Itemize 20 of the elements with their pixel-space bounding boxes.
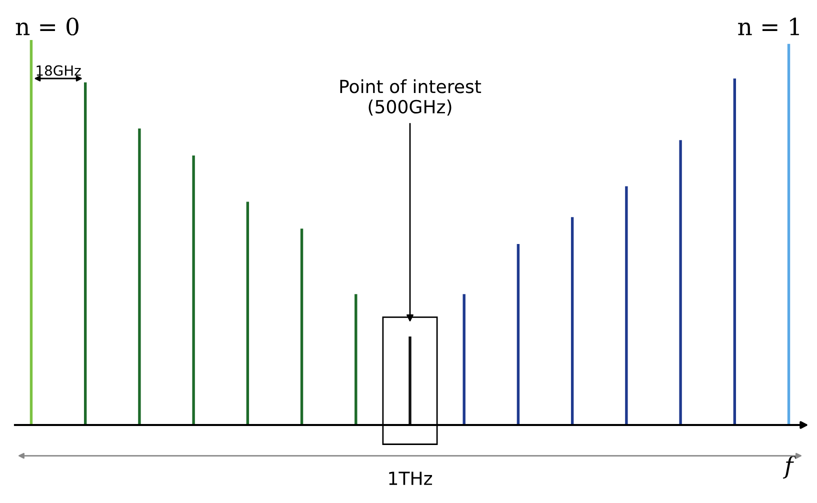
- bar: [138, 128, 141, 425]
- annotation: 18GHz: [36, 65, 81, 76]
- bar: [787, 44, 790, 425]
- bar: [570, 217, 574, 425]
- bar: [733, 78, 736, 425]
- bar: [408, 336, 412, 425]
- annotation: Point of interest (500GHz): [340, 79, 482, 116]
- bar: [192, 156, 195, 425]
- text: n = 1: [738, 18, 799, 36]
- bar: [625, 186, 628, 425]
- bar: [462, 294, 466, 425]
- bar: [354, 294, 358, 425]
- text: 1THz: [389, 472, 432, 485]
- bar: [30, 40, 33, 425]
- bar: [300, 228, 304, 425]
- bar: [679, 140, 682, 425]
- bar: [84, 82, 87, 425]
- bar: [246, 202, 250, 425]
- text: n = 0: [16, 18, 78, 36]
- bar: [516, 244, 520, 425]
